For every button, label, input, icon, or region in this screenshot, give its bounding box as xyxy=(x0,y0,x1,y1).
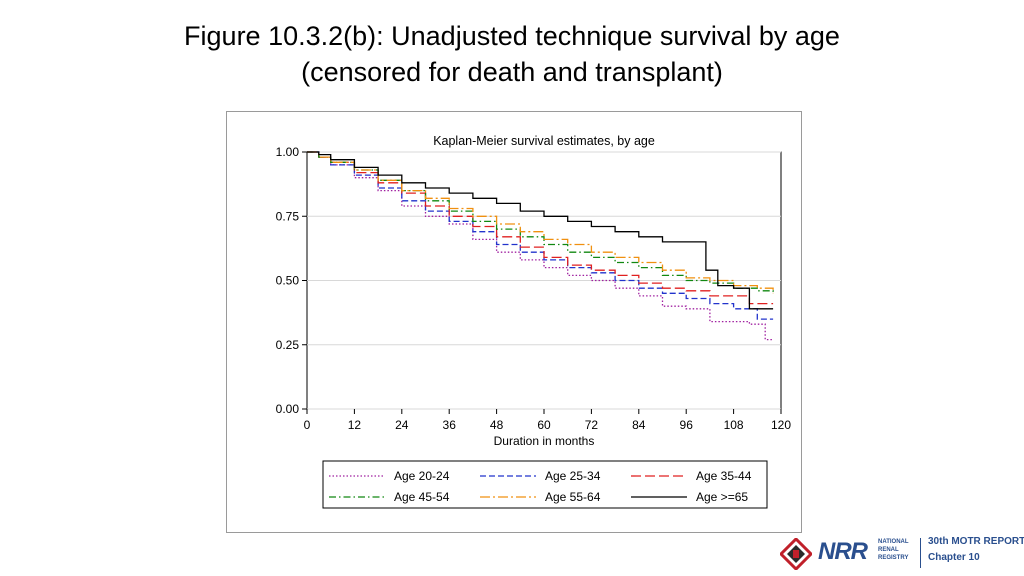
report-label: 30th MOTR REPORT 2022 xyxy=(928,536,1024,547)
km-chart: Kaplan-Meier survival estimates, by age 0… xyxy=(276,134,791,509)
y-tick-label: 0.00 xyxy=(276,402,300,416)
legend-label: Age >=65 xyxy=(696,490,748,504)
slide-title-line-1: Figure 10.3.2(b): Unadjusted technique s… xyxy=(184,21,840,51)
x-tick-label: 24 xyxy=(395,418,409,432)
slide-title: Figure 10.3.2(b): Unadjusted technique s… xyxy=(0,18,1024,90)
x-tick-label: 0 xyxy=(304,418,311,432)
chart-title: Kaplan-Meier survival estimates, by age xyxy=(433,134,655,148)
x-tick-label: 48 xyxy=(490,418,504,432)
series-line-2 xyxy=(307,151,774,320)
chapter-label: Chapter 10 xyxy=(928,552,980,563)
x-tick-label: 60 xyxy=(537,418,551,432)
x-tick-label: 84 xyxy=(632,418,646,432)
y-tick-label: 0.75 xyxy=(276,209,300,223)
slide-title-line-2: (censored for death and transplant) xyxy=(301,57,723,87)
y-tick-label: 1.00 xyxy=(276,145,300,159)
legend-label: Age 45-54 xyxy=(394,490,450,504)
series-line-5 xyxy=(307,151,774,294)
series-line-3 xyxy=(307,151,774,305)
legend-label: Age 20-24 xyxy=(394,469,450,483)
x-tick-label: 12 xyxy=(348,418,362,432)
y-tick-label: 0.50 xyxy=(276,274,300,288)
series-line-1 xyxy=(307,151,774,341)
x-tick-label: 36 xyxy=(443,418,457,432)
legend-label: Age 55-64 xyxy=(545,490,601,504)
nrr-logo-text: NRR xyxy=(818,538,868,565)
registry-emblem-icon xyxy=(780,538,812,570)
x-tick-label: 108 xyxy=(724,418,744,432)
x-tick-label: 96 xyxy=(680,418,694,432)
legend-label: Age 35-44 xyxy=(696,469,752,483)
footer-separator xyxy=(920,538,921,568)
x-tick-label: 72 xyxy=(585,418,599,432)
series-line-6 xyxy=(307,151,774,310)
chart-frame: Kaplan-Meier survival estimates, by age 0… xyxy=(226,111,802,533)
nrr-logo-subtext: NATIONAL RENAL REGISTRY xyxy=(878,539,909,561)
x-tick-label: 120 xyxy=(771,418,791,432)
x-axis-label: Duration in months xyxy=(494,434,595,448)
legend-box xyxy=(322,460,768,509)
y-tick-label: 0.25 xyxy=(276,338,300,352)
legend-label: Age 25-34 xyxy=(545,469,601,483)
footer: NRR NATIONAL RENAL REGISTRY 30th MOTR RE… xyxy=(768,532,1024,576)
